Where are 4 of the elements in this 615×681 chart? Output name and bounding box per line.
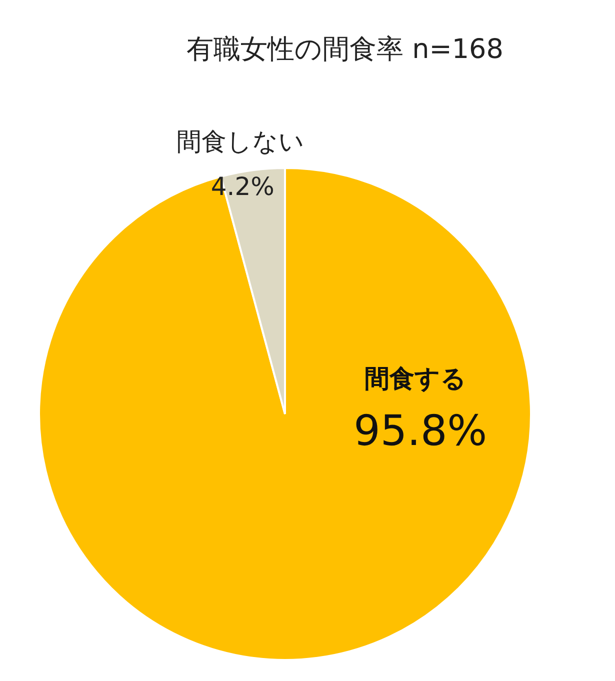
slice-label: 間食しない	[176, 127, 305, 156]
chart-title: 有職女性の間食率 n=168	[186, 34, 504, 65]
slice-label: 間食する	[364, 364, 466, 393]
data-label: 95.8%	[354, 406, 488, 455]
